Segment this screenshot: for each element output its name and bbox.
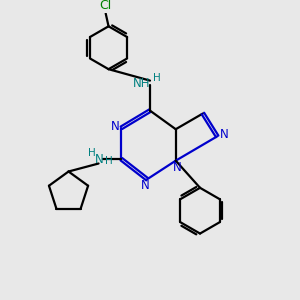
Text: N: N: [95, 153, 103, 166]
Text: H: H: [153, 73, 161, 83]
Text: H: H: [105, 156, 112, 166]
Text: N: N: [173, 161, 182, 174]
Text: N: N: [220, 128, 229, 141]
Text: N: N: [141, 179, 150, 192]
Text: H: H: [88, 148, 95, 158]
Text: NH: NH: [133, 77, 151, 90]
Text: N: N: [111, 120, 119, 133]
Text: Cl: Cl: [100, 0, 112, 12]
